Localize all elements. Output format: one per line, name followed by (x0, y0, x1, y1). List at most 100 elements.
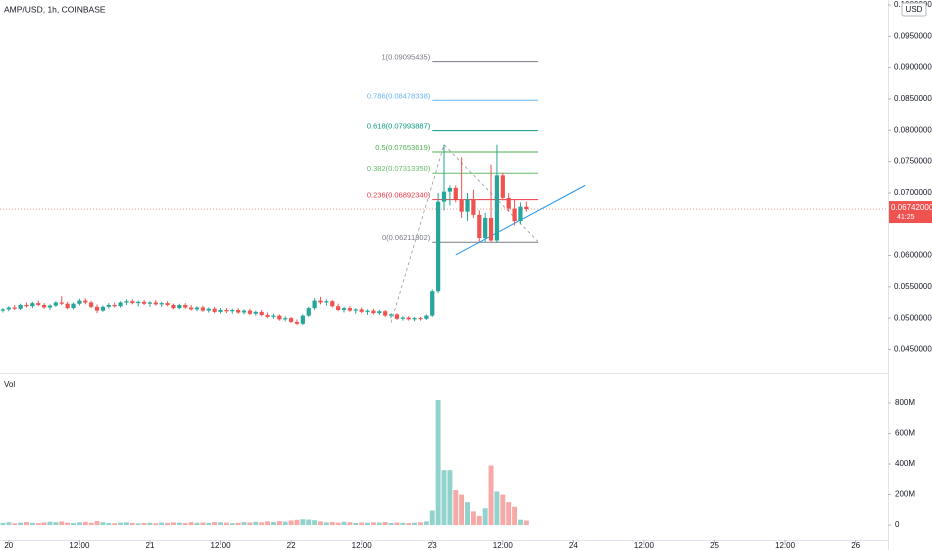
candle-body (241, 310, 247, 313)
candle-body (165, 303, 170, 305)
candle-body (200, 307, 206, 311)
volume-bar (412, 522, 418, 526)
candle-body (471, 199, 476, 215)
volume-bar (382, 522, 388, 526)
candle-body (147, 302, 153, 304)
candle-body (77, 300, 82, 304)
candle-body (265, 315, 270, 317)
currency-label: USD (906, 5, 923, 14)
candle-body (412, 318, 417, 320)
currency-box[interactable] (901, 2, 927, 17)
candle-body (406, 317, 411, 320)
volume-bar (65, 522, 71, 526)
volume-bar (112, 523, 118, 526)
candle-body (394, 314, 400, 319)
candle-body (377, 311, 382, 314)
fib-level-label: 0.618(0.07993887) (367, 122, 431, 131)
volume-bar (212, 522, 218, 526)
volume-bar (465, 502, 470, 526)
volume-bar (29, 522, 35, 526)
volume-bar (359, 522, 365, 526)
volume-bar (441, 470, 447, 526)
volume-bar (247, 522, 253, 526)
candle-body (518, 206, 523, 222)
candle-body (500, 175, 505, 198)
dashed-swing-line (390, 143, 539, 323)
candle-body (118, 302, 123, 307)
volume-label: Vol (4, 380, 15, 389)
volume-bar (82, 521, 88, 526)
volume-bar (300, 519, 306, 526)
volume-bar (394, 522, 400, 526)
x-tick-label: 12:00 (493, 541, 514, 550)
volume-bar (353, 522, 359, 526)
volume-bar (265, 521, 271, 526)
volume-bar (12, 523, 18, 526)
candle-body (18, 304, 23, 309)
candle-body (47, 305, 53, 308)
volume-bar (341, 521, 347, 526)
volume-bar (476, 515, 482, 526)
volume-bar (418, 522, 423, 526)
candle-body (341, 308, 347, 310)
candle-body (277, 315, 282, 320)
volume-bar (288, 520, 294, 526)
volume-bar (94, 521, 100, 526)
candle-body (41, 304, 47, 308)
candle-body (459, 199, 464, 212)
candle-body (318, 300, 323, 303)
volume-bar (388, 522, 394, 526)
candle-body (477, 214, 482, 238)
volume-bar (53, 522, 59, 526)
candle-body (353, 309, 358, 311)
candle-body (53, 302, 58, 306)
candle-body (418, 318, 423, 320)
volume-bar (218, 522, 223, 526)
x-tick-label: 12:00 (211, 541, 232, 550)
volume-bar (494, 491, 500, 526)
candle-body (112, 304, 117, 307)
candle-body (141, 301, 147, 304)
volume-bar (517, 519, 523, 526)
candle-body (300, 315, 305, 324)
candle-body (483, 217, 488, 238)
candle-body (130, 301, 135, 304)
candle-body (30, 303, 35, 307)
last-price-box (889, 201, 932, 224)
candle-body (253, 311, 258, 314)
volume-bar (176, 522, 182, 526)
volume-y-tick-label: 600M (895, 429, 915, 438)
candle-body (236, 310, 241, 313)
candle-body (436, 201, 441, 292)
volume-bar (470, 511, 476, 526)
volume-y-tick-label: 0 (895, 520, 900, 529)
candle-body (294, 321, 300, 324)
volume-bar (241, 522, 247, 526)
volume-bar (488, 465, 494, 526)
candle-body (183, 304, 188, 308)
countdown-label: 41:25 (897, 214, 915, 221)
candle-body (312, 300, 317, 309)
volume-bar (235, 522, 241, 526)
candle-body (171, 304, 176, 309)
candle-body (36, 303, 41, 305)
volume-bar (118, 522, 124, 526)
volume-bar (276, 521, 282, 526)
volume-bar (188, 522, 194, 526)
candle-body (94, 306, 100, 311)
volume-bar (35, 523, 41, 526)
volume-bar (423, 521, 429, 526)
candle-body (488, 217, 494, 241)
chart-title: AMP/USD, 1h, COINBASE (4, 4, 106, 14)
volume-bar (453, 489, 459, 526)
volume-bar (229, 523, 235, 526)
candle-body (189, 307, 194, 310)
